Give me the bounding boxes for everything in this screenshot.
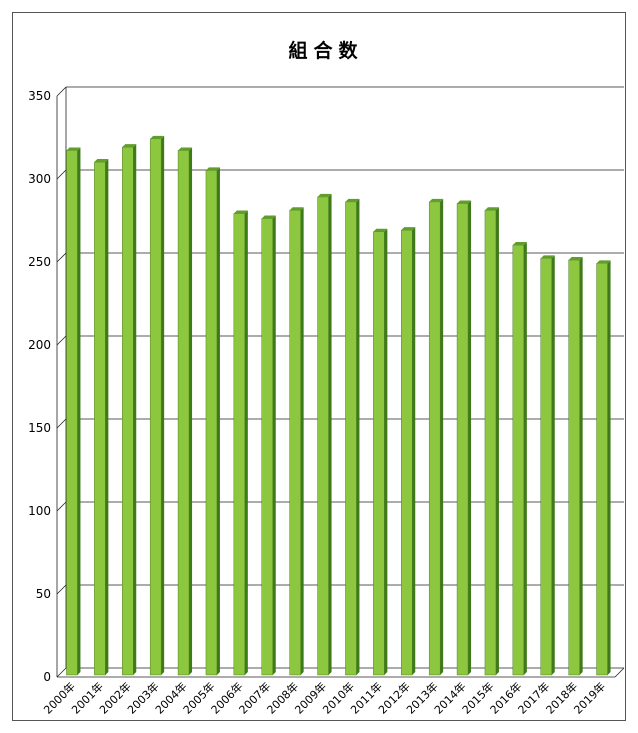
bar — [428, 198, 444, 676]
y-tick-label: 100 — [28, 504, 51, 518]
grid-line — [56, 418, 624, 429]
bar — [122, 144, 137, 676]
grid-line — [56, 667, 67, 678]
grid-line — [56, 335, 624, 346]
bar — [233, 210, 248, 676]
bar — [401, 227, 416, 676]
bar — [177, 147, 193, 676]
bar — [596, 260, 611, 676]
chart-title: 組合数 — [288, 39, 363, 62]
grid-line — [56, 584, 624, 595]
y-tick-label: 250 — [28, 255, 51, 269]
bar — [66, 147, 81, 676]
grid-line — [56, 169, 624, 180]
y-tick-label: 0 — [43, 670, 51, 684]
bar — [568, 257, 583, 676]
y-tick-label: 200 — [28, 338, 51, 352]
bar — [94, 159, 109, 676]
bar — [317, 193, 332, 676]
bar — [540, 255, 555, 676]
bar — [261, 215, 276, 676]
grid-lines — [56, 86, 624, 678]
y-tick-label: 300 — [28, 172, 51, 186]
grid-line — [56, 86, 624, 97]
bar — [484, 207, 499, 676]
y-tick-label: 50 — [36, 587, 51, 601]
y-tick-label: 350 — [28, 89, 51, 103]
y-tick-labels: 0 50 100 150 200 250 300 350 — [28, 89, 51, 684]
bar — [345, 198, 360, 676]
grid-line — [56, 252, 624, 263]
bar — [512, 242, 527, 676]
grid-line — [56, 501, 624, 512]
bar — [289, 207, 304, 676]
bar — [456, 200, 472, 676]
bar — [149, 135, 165, 676]
y-tick-label: 150 — [28, 421, 51, 435]
bar — [373, 228, 388, 676]
bar — [205, 167, 220, 676]
x-tick-label: 2019年 — [571, 679, 608, 716]
bars — [66, 135, 611, 676]
x-tick-labels: 2000年2001年2002年2003年2004年2005年2006年2007年… — [41, 679, 609, 716]
axes — [56, 87, 625, 678]
